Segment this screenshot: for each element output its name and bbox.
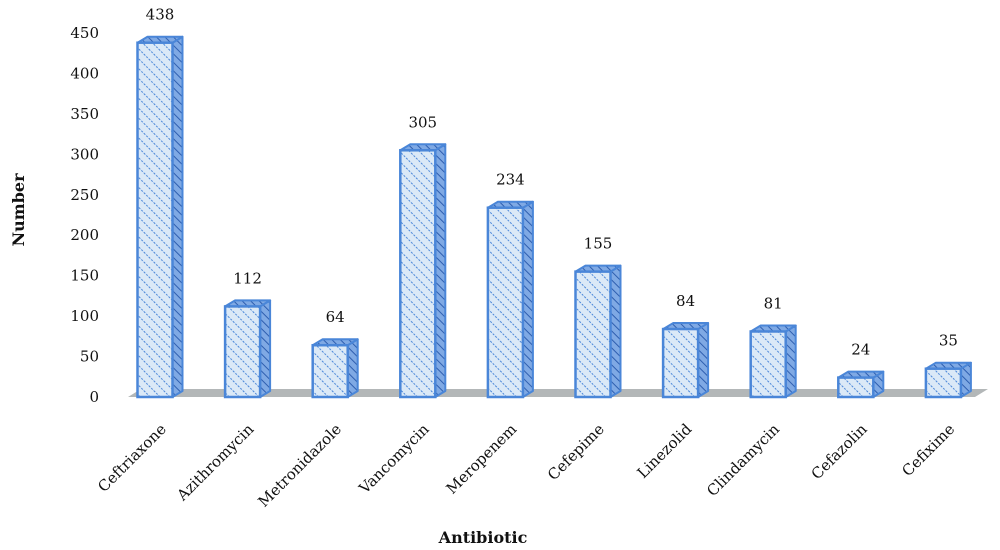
y-tick-label: 450 — [70, 24, 99, 42]
y-axis-title: Number — [9, 173, 28, 247]
bar-side — [434, 143, 447, 398]
data-label: 234 — [496, 171, 525, 189]
y-tick-label: 400 — [70, 64, 99, 82]
data-label: 84 — [676, 292, 695, 310]
bar-clindamycin: 81 — [749, 294, 797, 399]
data-label: 438 — [146, 6, 175, 24]
data-label: 112 — [233, 269, 262, 287]
y-tick-label: 100 — [70, 307, 99, 325]
bar-side — [171, 35, 184, 398]
bar-front — [311, 343, 349, 399]
x-tick-label: Meropenem — [443, 420, 521, 498]
bar-azithromycin: 112 — [223, 269, 272, 399]
bar-front — [223, 305, 262, 399]
bar-front — [486, 206, 525, 399]
data-label: 35 — [939, 332, 958, 350]
x-tick-label: Metronidazole — [254, 420, 345, 511]
data-label: 305 — [408, 113, 437, 131]
bar-side — [346, 338, 359, 398]
bar-front — [749, 330, 787, 399]
data-label: 81 — [764, 294, 783, 312]
bar-front — [574, 270, 612, 399]
bar-cefepime: 155 — [574, 235, 622, 399]
data-label: 24 — [851, 341, 870, 359]
bar-linezolid: 84 — [661, 292, 710, 399]
x-tick-label: Azithromycin — [173, 420, 258, 505]
x-tick-label: Linezolid — [634, 420, 696, 482]
y-tick-label: 150 — [70, 267, 99, 285]
y-axis: 0 50 100 150 200 250 300 350 400 450 — [70, 24, 99, 406]
bar-side — [521, 200, 534, 398]
y-tick-label: 0 — [89, 388, 99, 406]
bar-ceftriaxone: 438 — [136, 6, 184, 399]
bar-side — [259, 299, 272, 398]
bars-group: 438 112 64 305 234 155 84 81 24 35 — [136, 6, 972, 399]
bar-side — [697, 322, 710, 398]
x-tick-label: Cefazolin — [808, 420, 871, 483]
bar-front — [924, 367, 963, 399]
bar-cefazolin: 24 — [837, 341, 885, 399]
bar-front — [136, 41, 174, 399]
y-tick-label: 300 — [70, 145, 99, 163]
bar-side — [609, 264, 622, 398]
x-axis-title: Antibiotic — [438, 528, 528, 547]
y-tick-label: 50 — [80, 348, 99, 366]
bar-cefixime: 35 — [924, 332, 972, 399]
bar-metronidazole: 64 — [311, 308, 359, 399]
bar-front — [661, 327, 700, 399]
x-tick-label: Clindamycin — [703, 420, 783, 500]
y-tick-label: 200 — [70, 226, 99, 244]
x-tick-label: Ceftriaxone — [94, 420, 170, 496]
bar-front — [399, 149, 437, 399]
y-tick-label: 350 — [70, 105, 99, 123]
x-tick-label: Cefixime — [898, 420, 958, 480]
y-tick-label: 250 — [70, 186, 99, 204]
bar-front — [837, 376, 875, 399]
data-label: 155 — [584, 235, 613, 253]
data-label: 64 — [326, 308, 345, 326]
bar-vancomycin: 305 — [399, 113, 447, 399]
x-tick-label: Vancomycin — [355, 420, 433, 498]
bar-side — [784, 324, 797, 398]
x-tick-label: Cefepime — [544, 420, 608, 484]
bar-meropenem: 234 — [486, 171, 534, 399]
